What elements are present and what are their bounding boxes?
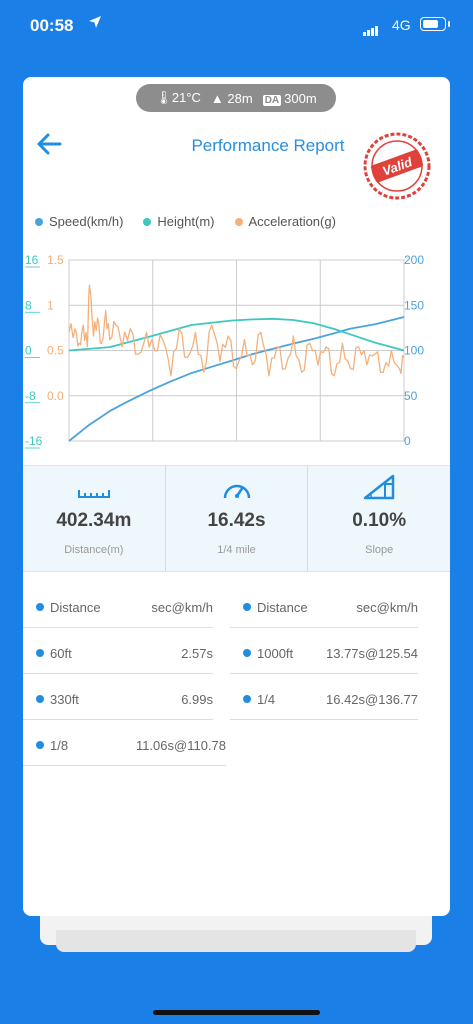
series-line-speed [68, 316, 405, 442]
legend-dot [234, 217, 243, 226]
stat-distance: 402.34m Distance(m) [23, 466, 165, 571]
page-title: Performance Report [191, 136, 345, 155]
legend-dot [143, 217, 152, 226]
density-altitude: DA 300m [262, 90, 317, 106]
stat-quarter-mile: 16.42s 1/4 mile [164, 466, 308, 571]
mountain-icon: ▲ [210, 90, 224, 106]
result-row: 1000ft 13.77s@125.54 [230, 633, 418, 674]
acceleration-tick-label: 0.5 [47, 344, 64, 358]
back-arrow-icon[interactable] [34, 129, 64, 159]
legend-item-speed: Speed(km/h) [35, 214, 123, 229]
legend-item-acceleration: Acceleration(g) [234, 214, 336, 229]
stats-panel: 402.34m Distance(m) 16.42s 1/4 mile 0.10… [23, 465, 450, 572]
location-arrow-icon [89, 16, 101, 28]
altitude: ▲ 28m [210, 90, 253, 106]
series-line-accel [68, 284, 405, 377]
speed-tick-label: 0 [404, 434, 411, 448]
acceleration-tick-label: 0.0 [47, 389, 64, 403]
result-header-left: Distance sec@km/h [23, 587, 213, 628]
chart-svg: 16 8 0 -8 -16 1.5 1 0.5 0.0 200 150 100 50 0 [25, 253, 424, 449]
result-row: 60ft 2.57s [23, 633, 213, 674]
height-tick-label: -16 [25, 434, 43, 448]
result-row: 330ft 6.99s [23, 679, 213, 720]
speed-tick-label: 200 [404, 253, 424, 267]
stat-slope: 0.10% Slope [307, 466, 450, 571]
speed-tick-label: 50 [404, 389, 418, 403]
network-type: 4G [392, 17, 411, 33]
home-indicator[interactable] [153, 1010, 320, 1015]
height-tick-label: 0 [25, 344, 32, 358]
height-tick-label: 8 [25, 298, 32, 312]
signal-icon [363, 18, 379, 36]
stat-label: Slope [365, 544, 394, 556]
ruler-icon [77, 490, 110, 498]
stat-label: Distance(m) [64, 544, 124, 556]
result-row: 1/4 16.42s@136.77 [230, 679, 418, 720]
speed-tick-label: 100 [404, 344, 424, 358]
height-tick-label: 16 [25, 253, 39, 267]
status-bar: 00:58 4G [0, 0, 473, 52]
card-stack-shadow-2 [56, 930, 416, 952]
valid-stamp: Valid [363, 132, 431, 200]
chart-legend: Speed(km/h) Height(m) Acceleration(g) [35, 214, 356, 229]
acceleration-tick-label: 1 [47, 298, 54, 312]
speed-tick-label: 150 [404, 298, 424, 312]
result-row: 1/8 11.06s@110.78 [23, 725, 226, 766]
battery-icon [420, 17, 450, 31]
legend-item-height: Height(m) [143, 214, 215, 229]
slope-icon [363, 474, 395, 500]
performance-chart: 16 8 0 -8 -16 1.5 1 0.5 0.0 200 150 100 50 0 [23, 245, 450, 460]
environment-pill: 🌡︎21°C ▲ 28m DA 300m [136, 84, 336, 112]
report-card: 🌡︎21°C ▲ 28m DA 300m Performance Report V… [23, 77, 450, 916]
height-tick-label: -8 [25, 389, 36, 403]
series-line-height [68, 317, 405, 352]
stat-value: 16.42s [207, 510, 266, 531]
speedometer-icon [223, 484, 250, 499]
thermometer-icon: 🌡︎ [155, 90, 172, 105]
result-header-right: Distance sec@km/h [230, 587, 418, 628]
stat-label: 1/4 mile [217, 544, 256, 556]
status-time: 00:58 [30, 16, 74, 35]
legend-dot [35, 217, 43, 226]
acceleration-tick-label: 1.5 [47, 253, 64, 267]
temperature: 🌡︎21°C [155, 90, 201, 105]
da-badge: DA [262, 94, 282, 106]
stat-value: 402.34m [56, 510, 132, 531]
stat-value: 0.10% [352, 510, 407, 531]
